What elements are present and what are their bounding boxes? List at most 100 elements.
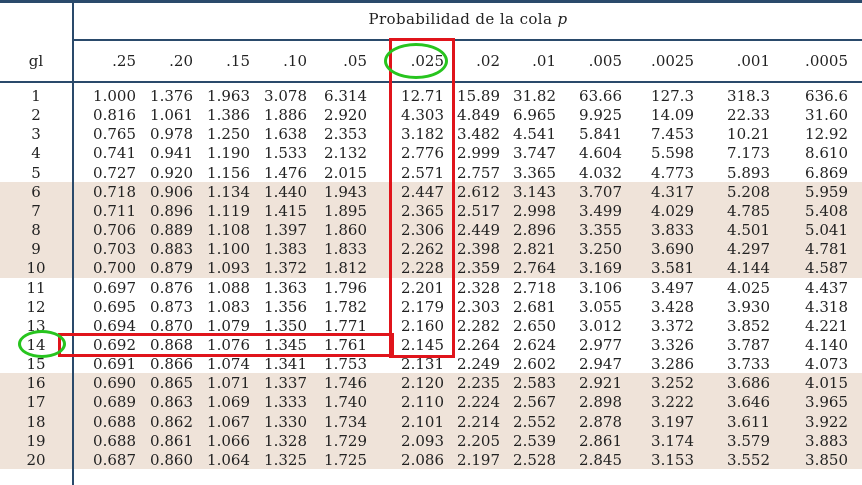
table-cell: 3.355 (579, 221, 622, 240)
table-cell: 2.179 (401, 297, 444, 316)
table-cell: 3.852 (727, 316, 770, 335)
table-cell: 2.947 (579, 355, 622, 374)
table-row: 8 0.706 0.889 1.108 1.397 1.860 2.306 2.449 2.89… (0, 221, 862, 240)
table-cell: 2.528 (513, 450, 556, 469)
table-cell: 0.687 (93, 450, 136, 469)
table-cell: 3.552 (727, 450, 770, 469)
table-cell: 2.449 (457, 221, 500, 240)
table-cell: 0.862 (150, 412, 193, 431)
table-cell: 0.703 (93, 240, 136, 259)
table-row: 9 0.703 0.883 1.100 1.383 1.833 2.262 2.398 2.82… (0, 240, 862, 259)
row-label: 15 (26, 355, 46, 374)
row-label: 18 (26, 412, 46, 431)
table-cell: 3.579 (727, 431, 770, 450)
table-cell: 2.821 (513, 240, 556, 259)
table-cell: 2.262 (401, 240, 444, 259)
table-cell: 1.083 (207, 297, 250, 316)
table-cell: 5.598 (651, 144, 694, 163)
row-label: 7 (31, 201, 41, 220)
table-cell: 2.612 (457, 182, 500, 201)
table-cell: 0.861 (150, 431, 193, 450)
table-cell: 0.700 (93, 259, 136, 278)
table-cell: 3.922 (805, 412, 848, 431)
table-cell: 2.447 (401, 182, 444, 201)
table-cell: 0.879 (150, 259, 193, 278)
table-cell: 0.978 (150, 125, 193, 144)
table-cell: 5.408 (805, 201, 848, 220)
table-cell: 4.781 (805, 240, 848, 259)
table-cell: 7.453 (651, 125, 694, 144)
column-header: .01 (532, 52, 556, 70)
caption-rule (72, 39, 862, 41)
table-cell: 1.330 (264, 412, 307, 431)
table-cell: 1.376 (150, 87, 193, 105)
table-cell: 10.21 (727, 125, 770, 144)
table-cell: 2.086 (401, 450, 444, 469)
table-cell: 2.845 (579, 450, 622, 469)
row-label: 1 (31, 87, 41, 105)
row-label: 5 (31, 163, 41, 182)
row-label: 10 (26, 259, 46, 278)
table-cell: 3.733 (727, 355, 770, 374)
table-row: 11 0.697 0.876 1.088 1.363 1.796 2.201 2.328 2.7… (0, 279, 862, 298)
table-cell: 0.920 (150, 163, 193, 182)
column-header: .15 (226, 52, 250, 70)
table-cell: 1.088 (207, 278, 250, 297)
table-cell: 4.437 (805, 278, 848, 297)
table-cell: 2.228 (401, 259, 444, 278)
table-cell: 2.920 (324, 106, 367, 125)
column-header: .10 (283, 52, 307, 70)
table-cell: 1.440 (264, 182, 307, 201)
table-cell: 2.282 (457, 316, 500, 335)
table-cell: 63.66 (579, 87, 622, 105)
table-cell: 2.120 (401, 374, 444, 393)
table-cell: 1.325 (264, 450, 307, 469)
table-cell: 2.160 (401, 316, 444, 335)
table-cell: 2.567 (513, 393, 556, 412)
table-cell: 5.959 (805, 182, 848, 201)
table-cell: 0.873 (150, 297, 193, 316)
row-label: 2 (31, 106, 41, 125)
table-cell: 2.539 (513, 431, 556, 450)
column-header: .001 (736, 52, 770, 70)
table-cell: 2.145 (401, 335, 444, 354)
column-highlight-box (389, 38, 455, 358)
table-cell: 4.025 (727, 278, 770, 297)
table-cell: 2.235 (457, 374, 500, 393)
row-label: 11 (26, 278, 46, 297)
table-cell: 0.883 (150, 240, 193, 259)
table-cell: 2.306 (401, 221, 444, 240)
table-cell: 2.583 (513, 374, 556, 393)
table-row: 19 0.688 0.861 1.066 1.328 1.729 2.093 2.205 2.5… (0, 432, 862, 451)
row-highlight-box (58, 332, 394, 357)
table-row: 20 0.687 0.860 1.064 1.325 1.725 2.086 2.197 2.5… (0, 451, 862, 470)
table-cell: 2.571 (401, 163, 444, 182)
table-row: 5 0.727 0.920 1.156 1.476 2.015 2.571 2.757 3.36… (0, 164, 862, 183)
table-cell: 6.869 (805, 163, 848, 182)
table-cell: 4.297 (727, 240, 770, 259)
table-caption: Probabilidad de la cola p (74, 8, 862, 30)
table-cell: 1.895 (324, 201, 367, 220)
table-cell: 2.132 (324, 144, 367, 163)
table-cell: 2.015 (324, 163, 367, 182)
table-cell: 4.144 (727, 259, 770, 278)
table-cell: 2.998 (513, 201, 556, 220)
table-cell: 1.341 (264, 355, 307, 374)
table-cell: 3.499 (579, 201, 622, 220)
top-rule (0, 0, 862, 3)
table-cell: 5.841 (579, 125, 622, 144)
table-cell: 0.695 (93, 297, 136, 316)
table-cell: 0.727 (93, 163, 136, 182)
table-cell: 12.92 (805, 125, 848, 144)
table-cell: 1.328 (264, 431, 307, 450)
table-cell: 0.868 (150, 335, 193, 354)
table-cell: 0.865 (150, 374, 193, 393)
table-cell: 1.250 (207, 125, 250, 144)
table-cell: 0.889 (150, 221, 193, 240)
table-cell: 2.101 (401, 412, 444, 431)
table-cell: 1.076 (207, 335, 250, 354)
table-cell: 2.764 (513, 259, 556, 278)
table-cell: 4.032 (579, 163, 622, 182)
table-cell: 31.82 (513, 87, 556, 105)
table-cell: 1.069 (207, 393, 250, 412)
